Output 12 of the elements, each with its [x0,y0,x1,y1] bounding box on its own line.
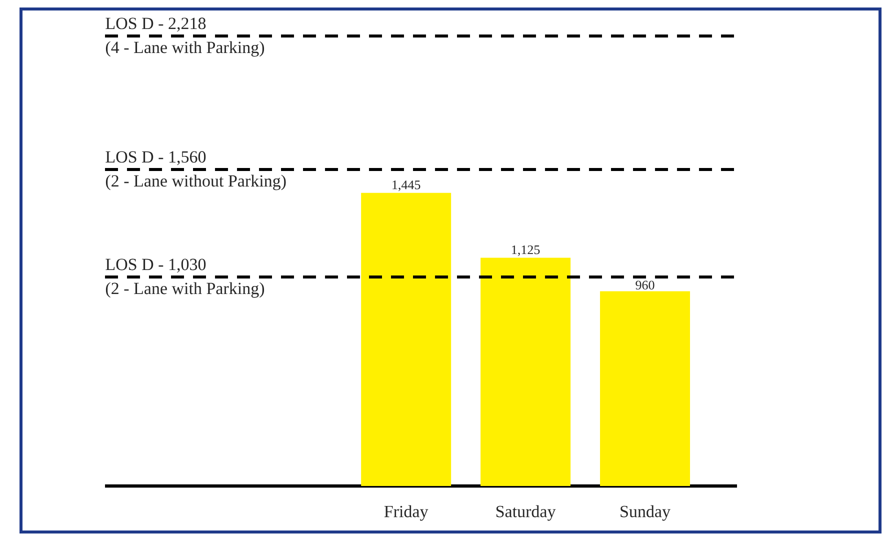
ref-line-label: LOS D - 2,218 [106,18,206,32]
ref-line-label: LOS D - 1,560 [106,151,206,166]
x-tick-label: Saturday [496,505,556,521]
data-label: 1,125 [512,245,540,256]
x-tick-label: Sunday [620,505,670,521]
data-label: 960 [636,280,654,290]
annotation: (2 - Lane without Parking) [106,174,286,190]
annotation: (2 - Lane with Parking) [106,282,264,298]
ref-line-label: LOS D - 1,030 [106,258,206,273]
x-tick-label: Friday [384,505,428,521]
annotation: (4 - Lane with Parking) [106,41,264,57]
data-label: 1,445 [392,180,420,192]
